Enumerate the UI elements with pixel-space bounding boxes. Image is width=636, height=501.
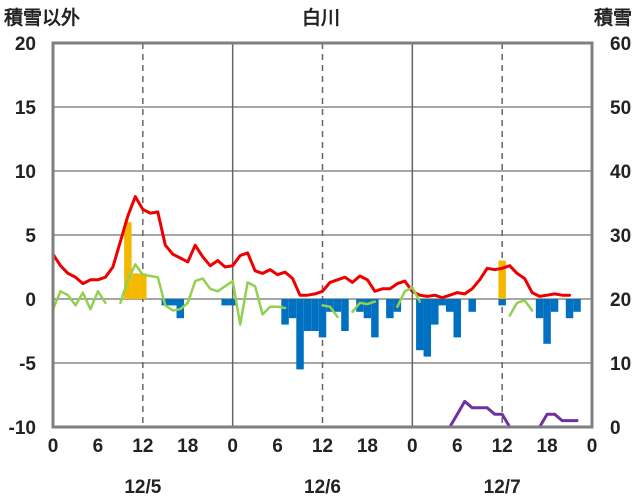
y-right-tick-label: 50 — [610, 98, 631, 119]
y-left-tick-label: 10 — [15, 162, 36, 183]
left-axis-title: 積雪以外 — [4, 6, 80, 29]
bar — [431, 299, 439, 325]
bar — [468, 299, 476, 312]
x-tick-label: 18 — [177, 436, 198, 457]
bar — [453, 299, 461, 338]
x-tick-label: 12 — [132, 436, 153, 457]
bar — [131, 273, 140, 299]
x-tick-label: 0 — [587, 436, 598, 457]
bar — [543, 299, 551, 344]
y-right-tick-label: 10 — [610, 354, 631, 375]
series-line — [51, 195, 571, 300]
bar — [550, 299, 559, 312]
y-left-tick-label: 15 — [15, 98, 37, 119]
date-labels: 12/5 12/6 12/7 — [124, 477, 520, 498]
series-line — [51, 290, 107, 311]
bar — [371, 299, 379, 338]
y-right-tick-label: 40 — [610, 162, 631, 183]
bar — [573, 299, 581, 312]
bar — [288, 299, 297, 319]
bar — [326, 299, 334, 312]
y-left-tick-label: 5 — [25, 226, 36, 247]
x-tick-label: 12 — [312, 436, 333, 457]
y-left-tick-label: 20 — [15, 34, 36, 55]
bar — [446, 299, 454, 312]
x-tick-label: 6 — [452, 436, 463, 457]
y-right-tick-label: 0 — [610, 418, 621, 439]
bar — [498, 260, 506, 299]
bar — [124, 222, 132, 299]
bar — [423, 299, 432, 357]
y-right-tick-label: 60 — [610, 34, 631, 55]
chart-title: 白川 — [302, 6, 340, 29]
date-label: 12/7 — [484, 477, 521, 498]
y-right-tick-label: 20 — [610, 290, 631, 311]
bar — [565, 299, 574, 319]
bar — [296, 299, 304, 370]
x-tick-label: 0 — [407, 436, 418, 457]
bar — [363, 299, 372, 319]
bar — [311, 299, 319, 331]
series-line — [119, 263, 287, 326]
bar — [341, 299, 349, 331]
bar — [333, 299, 342, 312]
x-tick-label: 0 — [227, 436, 238, 457]
bar — [498, 299, 506, 306]
bar — [356, 299, 364, 312]
right-axis-title: 積雪 — [594, 6, 632, 29]
bar — [303, 299, 312, 331]
bar — [386, 299, 394, 319]
x-tick-label: 18 — [357, 436, 378, 457]
bar — [535, 299, 544, 319]
date-label: 12/6 — [304, 477, 341, 498]
bars — [124, 222, 581, 370]
grid-lines — [53, 43, 592, 427]
x-tick-label: 6 — [93, 436, 104, 457]
y-left-tick-label: 0 — [25, 290, 36, 311]
x-tick-label: 0 — [48, 436, 59, 457]
x-tick-label: 12 — [492, 436, 513, 457]
y-right-tick-label: 30 — [610, 226, 631, 247]
left-y-axis: 20 15 10 5 0 -5 -10 — [9, 34, 37, 439]
series-line — [351, 300, 377, 314]
right-y-axis: 60 50 40 30 20 10 0 — [610, 34, 631, 439]
series-line — [321, 304, 339, 319]
date-label: 12/5 — [124, 477, 161, 498]
series-line — [51, 399, 579, 429]
y-left-tick-label: -10 — [9, 418, 36, 439]
bar — [139, 273, 147, 299]
series-line — [508, 299, 534, 317]
x-tick-label: 18 — [537, 436, 558, 457]
x-axis: 0 6 12 18 0 6 12 18 0 6 12 18 0 — [48, 436, 598, 457]
bar — [169, 299, 177, 306]
bar — [221, 299, 229, 306]
bar — [416, 299, 424, 351]
x-tick-label: 6 — [272, 436, 283, 457]
plot-frame — [51, 41, 594, 429]
y-left-tick-label: -5 — [19, 354, 36, 375]
bar — [281, 299, 289, 325]
series-line — [396, 286, 422, 308]
bar — [438, 299, 447, 306]
bar — [318, 299, 327, 338]
bar — [228, 299, 237, 306]
